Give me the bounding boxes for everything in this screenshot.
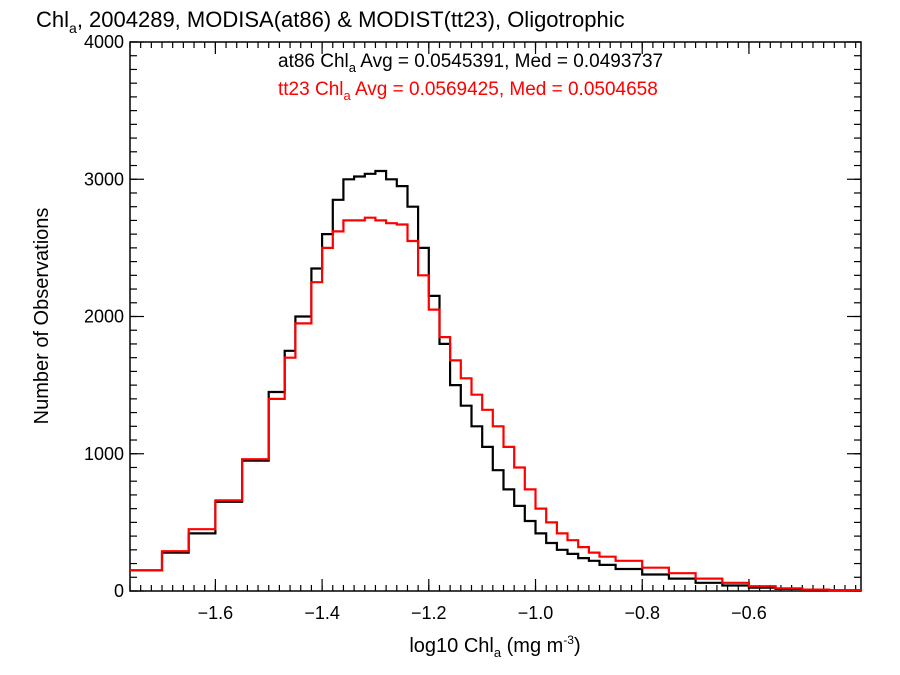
x-tick-label: −1.2	[411, 603, 447, 623]
x-axis-title-end: )	[574, 635, 581, 657]
x-axis-title-sup: -3	[563, 633, 574, 647]
y-axis-title: Number of Observations	[31, 208, 53, 425]
chart-title-post: , 2004289, MODISA(at86) & MODIST(tt23), …	[77, 7, 625, 32]
x-axis-title-sub: a	[494, 645, 502, 660]
x-axis-title-post: (mg m	[501, 635, 563, 657]
legend-at86-post: Avg = 0.0545391, Med = 0.0493737	[356, 51, 663, 72]
x-tick-label: −1.4	[304, 603, 340, 623]
axis-ticks	[129, 41, 861, 592]
chart-title: Chla, 2004289, MODISA(at86) & MODIST(tt2…	[36, 7, 625, 36]
y-tick-label: 3000	[84, 169, 124, 189]
x-tick-label: −1.6	[198, 603, 234, 623]
x-tick-label: −0.6	[731, 603, 767, 623]
chart-title-pre: Chl	[36, 7, 69, 32]
legend-at86-sub: a	[349, 60, 357, 75]
y-tick-label: 2000	[84, 307, 124, 327]
x-axis-title: log10 Chla (mg m-3)	[409, 633, 580, 660]
series-layer	[130, 169, 863, 592]
series-at86-line	[130, 169, 863, 592]
y-tick-label: 1000	[84, 444, 124, 464]
legend-at86-pre: at86 Chl	[278, 51, 349, 72]
x-tick-label: −1.0	[518, 603, 554, 623]
x-tick-label: −0.8	[624, 603, 660, 623]
y-tick-label: 4000	[84, 32, 124, 52]
x-axis-title-pre: log10 Chl	[409, 635, 494, 657]
legend-entry-tt23: tt23 Chla Avg = 0.0569425, Med = 0.05046…	[278, 79, 658, 103]
legend-tt23-pre: tt23 Chl	[278, 79, 343, 100]
series-tt23-line	[130, 216, 863, 592]
legend-tt23-post: Avg = 0.0569425, Med = 0.0504658	[351, 79, 658, 100]
legend-tt23-sub: a	[343, 88, 351, 103]
axis-tick-labels: −1.6 −1.4 −1.2 −1.0 −0.8 −0.6 0 1000 2000 3000 400…	[84, 32, 767, 623]
y-tick-label: 0	[114, 581, 124, 601]
plot-frame	[129, 41, 862, 592]
legend-entry-at86: at86 Chla Avg = 0.0545391, Med = 0.04937…	[278, 51, 663, 75]
chart-title-sub: a	[69, 20, 77, 36]
